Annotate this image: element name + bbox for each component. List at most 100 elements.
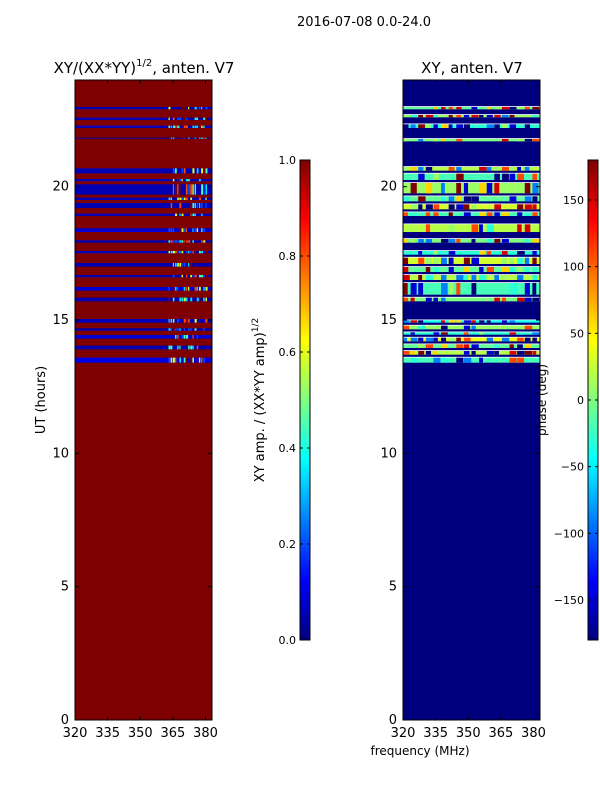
heatmap-cell bbox=[486, 106, 491, 110]
heatmap-cell bbox=[509, 344, 514, 348]
heatmap-cell bbox=[168, 286, 170, 291]
heatmap-cell bbox=[179, 262, 182, 267]
heatmap-cell bbox=[181, 297, 184, 302]
heatmap-separator bbox=[403, 256, 540, 258]
heatmap-cell bbox=[179, 202, 182, 208]
heatmap-cell bbox=[410, 124, 416, 128]
heatmap-cell bbox=[517, 325, 525, 330]
heatmap-cell bbox=[203, 286, 205, 291]
heatmap-cell bbox=[196, 117, 199, 120]
colorbar-tick-label: 150 bbox=[563, 194, 584, 207]
heatmap-cell bbox=[198, 178, 201, 182]
heatmap-band bbox=[75, 334, 212, 339]
heatmap-cell bbox=[185, 178, 188, 182]
heatmap-cell bbox=[410, 297, 415, 302]
heatmap-cell bbox=[203, 228, 205, 232]
y-tick-label: 5 bbox=[389, 580, 397, 595]
heatmap-cell bbox=[524, 350, 532, 355]
amplitude-y-label: UT (hours) bbox=[34, 366, 49, 434]
heatmap-cell bbox=[201, 240, 203, 243]
heatmap-cell bbox=[532, 282, 537, 295]
heatmap-cell bbox=[509, 106, 517, 110]
heatmap-cell bbox=[425, 114, 434, 118]
heatmap-cell bbox=[479, 212, 485, 216]
heatmap-cell bbox=[203, 125, 205, 128]
heatmap-cell bbox=[179, 357, 182, 363]
amplitude-colorbar-label: XY amp. / (XX*YY amp)1/2 bbox=[251, 318, 268, 482]
heatmap-cell bbox=[448, 124, 453, 128]
heatmap-cell bbox=[201, 250, 204, 254]
heatmap-cell bbox=[175, 213, 178, 216]
heatmap-separator bbox=[403, 350, 540, 351]
heatmap-cell bbox=[433, 357, 441, 363]
heatmap-separator bbox=[75, 106, 212, 107]
y-tick-label: 20 bbox=[380, 180, 397, 195]
heatmap-cell bbox=[517, 297, 525, 302]
heatmap-cell bbox=[532, 250, 537, 255]
heatmap-cell bbox=[196, 334, 198, 339]
heatmap-cell bbox=[188, 345, 190, 350]
heatmap-cell bbox=[532, 173, 537, 180]
y-tick-label: 0 bbox=[389, 713, 397, 728]
heatmap-cell bbox=[188, 106, 190, 110]
heatmap-cell bbox=[418, 114, 424, 118]
heatmap-cell bbox=[486, 350, 495, 355]
heatmap-cell bbox=[448, 282, 454, 295]
heatmap-cell bbox=[183, 357, 186, 363]
heatmap-cell bbox=[201, 125, 203, 128]
heatmap-cell bbox=[479, 274, 487, 280]
heatmap-cell bbox=[471, 325, 476, 330]
heatmap-cell bbox=[501, 238, 509, 243]
heatmap-cell bbox=[403, 266, 409, 272]
heatmap-separator bbox=[403, 166, 540, 167]
heatmap-cell bbox=[172, 125, 175, 128]
heatmap-cell bbox=[418, 274, 423, 280]
heatmap-cell bbox=[471, 114, 479, 118]
heatmap-cell bbox=[188, 178, 190, 182]
heatmap-cell bbox=[517, 350, 525, 355]
heatmap-separator bbox=[75, 239, 212, 241]
heatmap-cell bbox=[425, 350, 432, 355]
heatmap-cell bbox=[494, 173, 500, 180]
heatmap-band bbox=[75, 117, 212, 120]
heatmap-cell bbox=[205, 137, 207, 139]
heatmap-cell bbox=[418, 138, 424, 142]
heatmap-cell bbox=[172, 184, 175, 195]
heatmap-cell bbox=[198, 125, 202, 128]
heatmap-cell bbox=[403, 166, 407, 171]
x-tick-label: 350 bbox=[128, 726, 153, 741]
heatmap-cell bbox=[418, 344, 423, 348]
heatmap-cell bbox=[183, 318, 186, 323]
heatmap-cell bbox=[177, 117, 179, 120]
heatmap-cell bbox=[532, 337, 537, 342]
heatmap-cell bbox=[441, 297, 446, 302]
heatmap-cell bbox=[170, 228, 173, 232]
heatmap-cell bbox=[517, 204, 524, 210]
heatmap-cell bbox=[456, 238, 461, 243]
heatmap-cell bbox=[463, 182, 469, 194]
y-tick-label: 5 bbox=[61, 580, 69, 595]
heatmap-cell bbox=[479, 357, 483, 363]
heatmap-cell bbox=[509, 166, 514, 171]
heatmap-cell bbox=[494, 344, 501, 348]
heatmap-band bbox=[403, 182, 540, 194]
heatmap-cell bbox=[177, 334, 179, 339]
heatmap-cell bbox=[181, 106, 184, 110]
heatmap-cell bbox=[441, 182, 445, 194]
phase-x-label: frequency (MHz) bbox=[370, 744, 469, 758]
heatmap-cell bbox=[410, 204, 418, 210]
heatmap-cell bbox=[194, 250, 197, 254]
heatmap-cell bbox=[410, 114, 418, 118]
heatmap-cell bbox=[456, 138, 463, 142]
heatmap-cell bbox=[179, 228, 181, 232]
heatmap-cell bbox=[194, 117, 197, 120]
heatmap-cell bbox=[201, 274, 204, 278]
heatmap-cell bbox=[181, 250, 184, 254]
heatmap-cell bbox=[201, 184, 204, 195]
heatmap-cell bbox=[494, 114, 501, 118]
heatmap-cell bbox=[494, 166, 499, 171]
heatmap-cell bbox=[448, 114, 453, 118]
heatmap-cell bbox=[418, 257, 425, 264]
heatmap-cell bbox=[509, 350, 517, 355]
heatmap-cell bbox=[471, 224, 479, 232]
